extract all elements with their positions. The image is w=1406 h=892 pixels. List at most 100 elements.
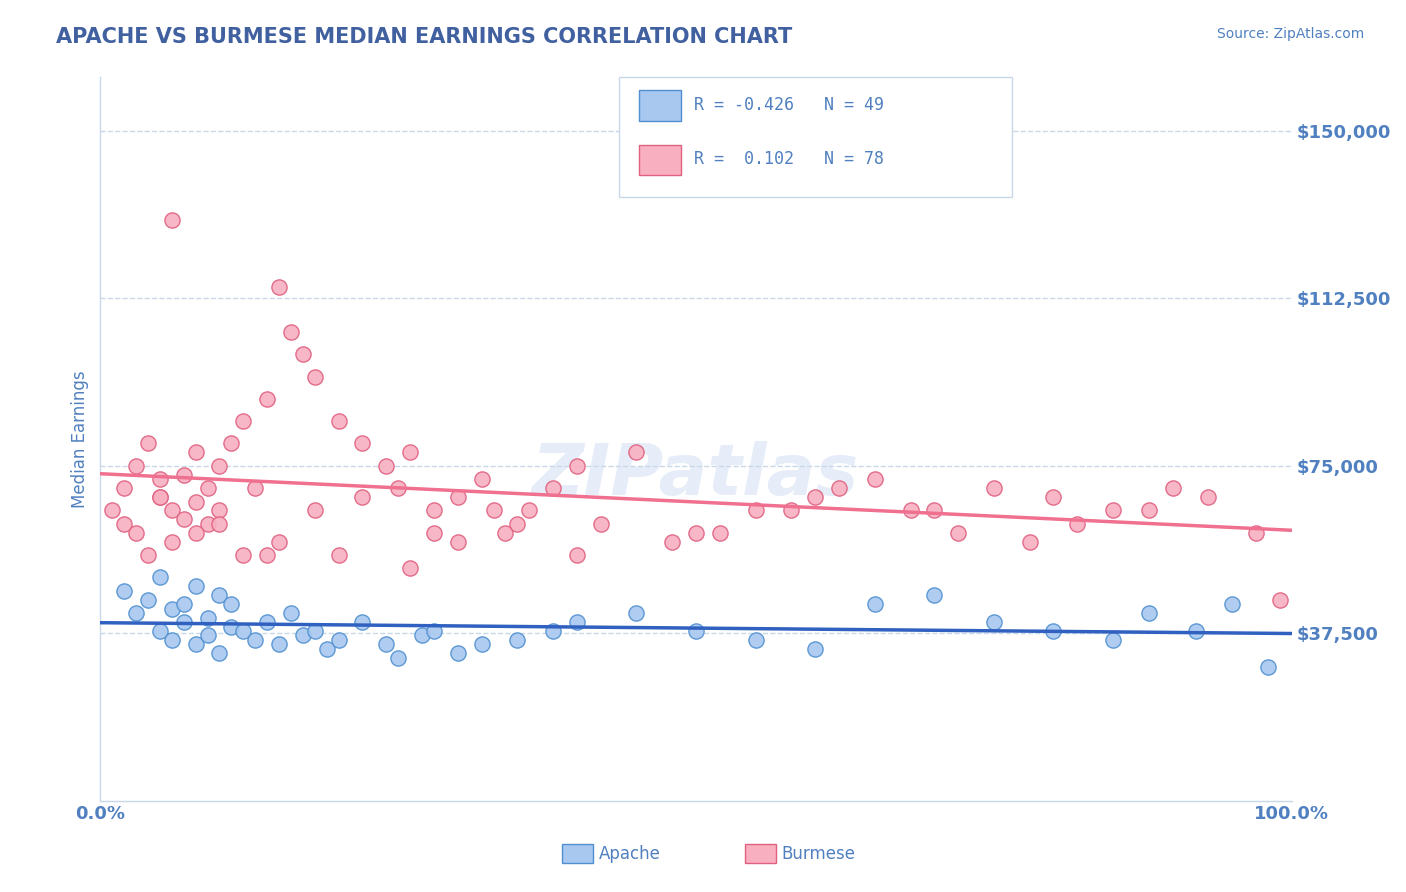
- Point: [1042, 624, 1064, 638]
- Point: [946, 525, 969, 540]
- Point: [565, 458, 588, 473]
- Point: [221, 436, 243, 450]
- Point: [112, 583, 135, 598]
- Point: [375, 458, 398, 473]
- Point: [208, 503, 231, 517]
- Point: [280, 325, 302, 339]
- Point: [149, 570, 172, 584]
- Point: [804, 490, 827, 504]
- Point: [1042, 490, 1064, 504]
- Point: [399, 561, 422, 575]
- Point: [541, 624, 564, 638]
- Point: [280, 606, 302, 620]
- Point: [900, 503, 922, 517]
- Point: [506, 516, 529, 531]
- Point: [626, 606, 648, 620]
- Point: [245, 481, 267, 495]
- Point: [447, 490, 470, 504]
- Point: [709, 525, 731, 540]
- Point: [184, 525, 207, 540]
- Point: [352, 436, 374, 450]
- Point: [517, 503, 540, 517]
- Point: [506, 632, 529, 647]
- Point: [125, 606, 148, 620]
- Point: [924, 503, 946, 517]
- Point: [149, 490, 172, 504]
- Point: [160, 601, 183, 615]
- Y-axis label: Median Earnings: Median Earnings: [72, 370, 89, 508]
- Point: [149, 472, 172, 486]
- Point: [399, 445, 422, 459]
- Point: [173, 512, 195, 526]
- Point: [423, 525, 446, 540]
- Point: [828, 481, 851, 495]
- Point: [924, 588, 946, 602]
- Point: [256, 548, 278, 562]
- Point: [1220, 597, 1243, 611]
- Text: Burmese: Burmese: [782, 845, 856, 863]
- Point: [1018, 534, 1040, 549]
- Point: [101, 503, 124, 517]
- Text: APACHE VS BURMESE MEDIAN EARNINGS CORRELATION CHART: APACHE VS BURMESE MEDIAN EARNINGS CORREL…: [56, 27, 793, 46]
- Point: [197, 610, 219, 624]
- Point: [447, 646, 470, 660]
- Point: [1268, 592, 1291, 607]
- Bar: [638, 145, 681, 175]
- Text: Apache: Apache: [599, 845, 661, 863]
- Point: [565, 615, 588, 629]
- Point: [1102, 632, 1125, 647]
- Text: ZIPatlas: ZIPatlas: [533, 441, 859, 509]
- Point: [245, 632, 267, 647]
- Point: [685, 624, 707, 638]
- Point: [482, 503, 505, 517]
- Point: [863, 597, 886, 611]
- Point: [1244, 525, 1267, 540]
- Point: [112, 481, 135, 495]
- Point: [208, 516, 231, 531]
- Point: [411, 628, 433, 642]
- Point: [232, 414, 254, 428]
- Point: [744, 503, 766, 517]
- Point: [267, 637, 290, 651]
- Point: [1102, 503, 1125, 517]
- Text: R =  0.102   N = 78: R = 0.102 N = 78: [693, 150, 884, 169]
- Point: [352, 615, 374, 629]
- Point: [375, 637, 398, 651]
- Point: [173, 615, 195, 629]
- Point: [983, 615, 1005, 629]
- Point: [423, 503, 446, 517]
- Point: [1257, 659, 1279, 673]
- Point: [149, 624, 172, 638]
- Text: Source: ZipAtlas.com: Source: ZipAtlas.com: [1216, 27, 1364, 41]
- Point: [197, 628, 219, 642]
- Point: [160, 534, 183, 549]
- Point: [447, 534, 470, 549]
- Point: [1197, 490, 1219, 504]
- Point: [471, 637, 494, 651]
- Point: [184, 494, 207, 508]
- Point: [136, 548, 159, 562]
- Point: [328, 632, 350, 647]
- Point: [328, 548, 350, 562]
- Point: [256, 392, 278, 406]
- Point: [136, 592, 159, 607]
- Point: [565, 548, 588, 562]
- Point: [983, 481, 1005, 495]
- Point: [184, 637, 207, 651]
- Point: [173, 467, 195, 482]
- Point: [208, 458, 231, 473]
- Point: [352, 490, 374, 504]
- Point: [1066, 516, 1088, 531]
- Point: [1185, 624, 1208, 638]
- Point: [387, 650, 409, 665]
- Point: [160, 213, 183, 227]
- Point: [423, 624, 446, 638]
- Point: [863, 472, 886, 486]
- Point: [304, 369, 326, 384]
- Point: [256, 615, 278, 629]
- Point: [267, 280, 290, 294]
- Point: [184, 579, 207, 593]
- Point: [197, 516, 219, 531]
- Text: R = -0.426   N = 49: R = -0.426 N = 49: [693, 96, 884, 114]
- Point: [744, 632, 766, 647]
